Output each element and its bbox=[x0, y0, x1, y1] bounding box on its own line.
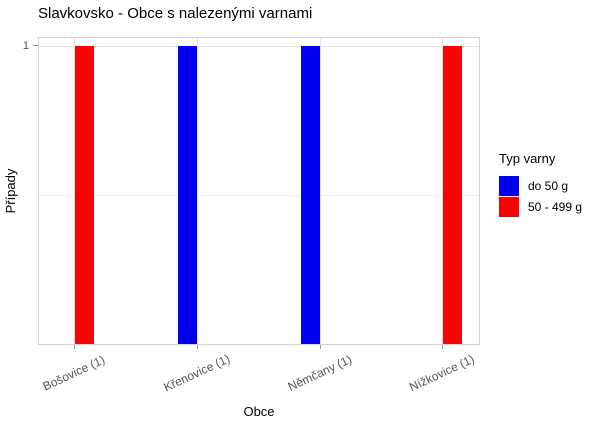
bar bbox=[75, 46, 94, 344]
x-axis-title: Obce bbox=[243, 404, 275, 419]
gridline-y-major bbox=[39, 46, 479, 47]
gridline-x-major bbox=[197, 38, 198, 344]
x-tick-mark bbox=[442, 345, 443, 349]
legend-title: Typ varny bbox=[499, 151, 556, 166]
bar bbox=[178, 46, 197, 344]
bar bbox=[443, 46, 462, 344]
x-tick-mark bbox=[74, 345, 75, 349]
gridline-x-major bbox=[74, 38, 75, 344]
legend-item: do 50 g bbox=[499, 176, 582, 196]
gridline-x-major bbox=[320, 38, 321, 344]
legend-item: 50 - 499 g bbox=[499, 197, 582, 217]
legend: Typ varny do 50 g 50 - 499 g bbox=[499, 151, 582, 218]
x-tick-mark bbox=[197, 345, 198, 349]
legend-item-label: 50 - 499 g bbox=[528, 200, 583, 214]
y-tick-label: 1 bbox=[22, 40, 29, 52]
legend-swatch bbox=[499, 176, 519, 196]
legend-swatch bbox=[499, 197, 519, 217]
legend-items: do 50 g 50 - 499 g bbox=[499, 176, 582, 217]
legend-item-label: do 50 g bbox=[528, 179, 569, 193]
x-tick-mark bbox=[320, 345, 321, 349]
gridline-y-minor bbox=[39, 195, 479, 196]
bar bbox=[301, 46, 320, 344]
gridline-x-major bbox=[442, 38, 443, 344]
plot-panel bbox=[38, 37, 480, 345]
y-tick-mark bbox=[33, 45, 38, 46]
chart-title: Slavkovsko - Obce s nalezenými varnami bbox=[38, 5, 313, 22]
y-axis-title: Případy bbox=[3, 168, 18, 214]
